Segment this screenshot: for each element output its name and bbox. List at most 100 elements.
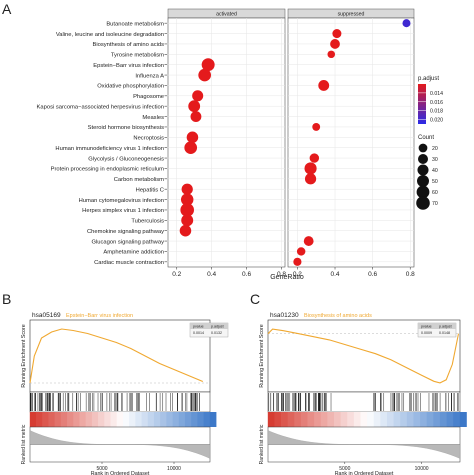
x-tick-label: 0.4 bbox=[330, 271, 339, 278]
x-axis-label: GeneRatio bbox=[270, 274, 304, 281]
heat-segment bbox=[73, 412, 80, 427]
data-point bbox=[312, 123, 321, 131]
es-panel bbox=[29, 319, 211, 393]
heat-segment bbox=[110, 412, 118, 427]
x-tick-label: 0.8 bbox=[406, 271, 415, 278]
gsea-plot-b: hsa05169 Epstein−Barr virus infection pval… bbox=[21, 312, 229, 475]
category-label: Glucagon signaling pathway bbox=[91, 239, 164, 245]
category-label: Butanoate metabolism bbox=[106, 21, 164, 27]
heat-segment bbox=[393, 412, 401, 427]
heat-segment bbox=[160, 412, 167, 427]
heat-segment bbox=[320, 412, 328, 427]
heat-segment bbox=[433, 412, 441, 427]
data-point bbox=[188, 100, 201, 113]
es-curve bbox=[267, 328, 460, 384]
heat-segment bbox=[406, 412, 414, 427]
heat-segment bbox=[91, 412, 99, 427]
heat-segment bbox=[314, 412, 322, 427]
category-label: Oxidative phosphorylation bbox=[97, 84, 164, 90]
y-label-es: Running Enrichment Score bbox=[21, 324, 27, 387]
heat-segment bbox=[79, 412, 87, 427]
data-point bbox=[184, 141, 198, 155]
heat-segment bbox=[439, 412, 447, 427]
legend-padjust-tick: 0.016 bbox=[430, 100, 443, 106]
legend-count-label: 30 bbox=[432, 157, 438, 163]
legend-count-dot bbox=[416, 185, 430, 199]
x-axis-label: Rank in Ordered Dataset bbox=[91, 471, 150, 475]
heat-segment bbox=[141, 412, 149, 427]
heat-segment bbox=[98, 412, 105, 427]
heat-segment bbox=[191, 412, 198, 427]
stats-table-header bbox=[418, 323, 456, 329]
heat-segment bbox=[116, 412, 124, 427]
data-point bbox=[293, 257, 302, 266]
heat-segment bbox=[334, 412, 342, 427]
data-point bbox=[332, 29, 342, 39]
gsea-plot-c: hsa01230 Biosynthesis of amino acids pvalu… bbox=[259, 312, 467, 475]
data-point bbox=[181, 214, 194, 227]
legend-count-dot bbox=[416, 196, 430, 210]
heat-segment bbox=[129, 412, 136, 427]
data-point bbox=[180, 203, 194, 217]
heat-segment bbox=[294, 412, 302, 427]
heat-segment bbox=[300, 412, 308, 427]
stats-header: pvalue bbox=[421, 325, 432, 329]
heat-segment bbox=[274, 412, 282, 427]
y-label-es: Running Enrichment Score bbox=[259, 324, 265, 387]
stats-value: 0.0148 bbox=[439, 331, 450, 335]
es-curve bbox=[29, 328, 204, 384]
category-label: Herpes simplex virus 1 infection bbox=[82, 208, 164, 214]
hits-panel bbox=[29, 391, 211, 413]
legend-colorbar bbox=[418, 84, 426, 124]
heat-segment bbox=[307, 412, 315, 427]
x-tick-label: 10000 bbox=[167, 466, 181, 472]
heat-segment bbox=[153, 412, 161, 427]
heat-segment bbox=[353, 412, 361, 427]
gene-set-id: hsa01230 bbox=[270, 312, 299, 319]
heat-segment bbox=[104, 412, 111, 427]
category-label: Tyrosine metabolism bbox=[111, 53, 164, 59]
legend-padjust: p.adjust 0.014 0.016 0.018 0.020 bbox=[418, 76, 443, 124]
heat-segment bbox=[287, 412, 295, 427]
category-label: Amphetamine addiction bbox=[103, 250, 164, 256]
heat-segment bbox=[360, 412, 368, 427]
gene-set-name: Biosynthesis of amino acids bbox=[304, 313, 372, 319]
x-tick-label: 5000 bbox=[339, 466, 350, 472]
heat-segment bbox=[386, 412, 394, 427]
stats-table-header bbox=[190, 323, 228, 329]
category-label: Influenza A bbox=[135, 73, 164, 79]
category-labels: Butanoate metabolism Valine, leucine and … bbox=[37, 21, 167, 266]
x-axis-label: Rank in Ordered Dataset bbox=[335, 471, 394, 475]
category-label: Biosynthesis of amino acids bbox=[92, 42, 164, 48]
legend-padjust-tick: 0.014 bbox=[430, 91, 443, 97]
data-point bbox=[201, 58, 215, 72]
category-label: Necroptosis bbox=[133, 136, 164, 142]
heat-segment bbox=[367, 412, 375, 427]
category-label: Carbon metabolism bbox=[114, 177, 164, 183]
heat-segment bbox=[400, 412, 408, 427]
x-tick-label: 0.2 bbox=[172, 271, 181, 278]
data-point bbox=[327, 50, 336, 59]
heat-segment bbox=[48, 412, 56, 427]
stats-header: p.adjust bbox=[439, 325, 452, 329]
category-label: Glycolysis / Gluconeogenesis bbox=[88, 156, 164, 162]
category-label: Valine, leucine and isoleucine degradati… bbox=[56, 32, 164, 38]
heat-segment bbox=[178, 412, 186, 427]
legend-count-dot bbox=[417, 175, 429, 187]
y-label-rank: Ranked list metric bbox=[21, 424, 27, 464]
heat-segment bbox=[453, 412, 461, 427]
heat-segment bbox=[373, 412, 381, 427]
category-label: Steroid hormone biosynthesis bbox=[88, 125, 164, 131]
heat-segment bbox=[446, 412, 454, 427]
heat-segment bbox=[36, 412, 43, 427]
legend-count-dot bbox=[418, 154, 428, 164]
panel-label-b: B bbox=[2, 291, 11, 307]
legend-count-title: Count bbox=[418, 135, 434, 141]
gene-set-id: hsa05169 bbox=[32, 312, 61, 319]
legend-padjust-tick: 0.020 bbox=[430, 118, 443, 124]
y-label-rank: Ranked list metric bbox=[259, 424, 265, 464]
heat-segment bbox=[340, 412, 348, 427]
category-label: Measles bbox=[142, 115, 164, 121]
category-label: Human cytomegalovirus infection bbox=[79, 198, 164, 204]
